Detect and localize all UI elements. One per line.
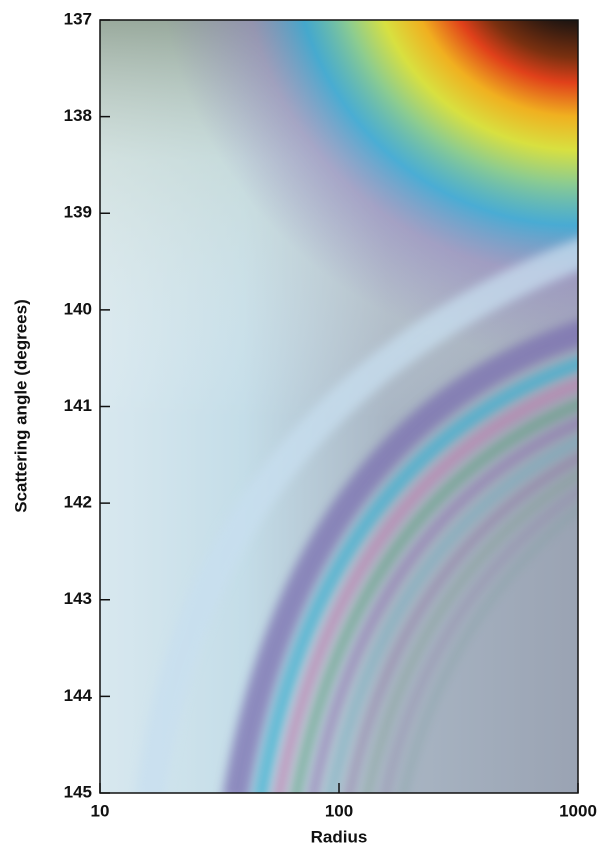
y-tick-label: 144 [64,686,93,705]
y-tick-label: 138 [64,106,92,125]
y-tick-label: 141 [64,396,92,415]
x-tick-label: 10 [91,801,110,820]
y-tick-label: 145 [64,782,92,801]
x-axis-label: Radius [311,827,368,846]
y-tick-label: 139 [64,203,92,222]
y-tick-label: 143 [64,589,92,608]
y-tick-label: 140 [64,299,92,318]
x-tick-label: 100 [325,801,353,820]
plot-image [100,20,578,793]
y-axis-label: Scattering angle (degrees) [11,299,30,513]
y-tick-label: 142 [64,493,92,512]
y-tick-label: 137 [64,9,92,28]
x-tick-label: 1000 [559,801,597,820]
